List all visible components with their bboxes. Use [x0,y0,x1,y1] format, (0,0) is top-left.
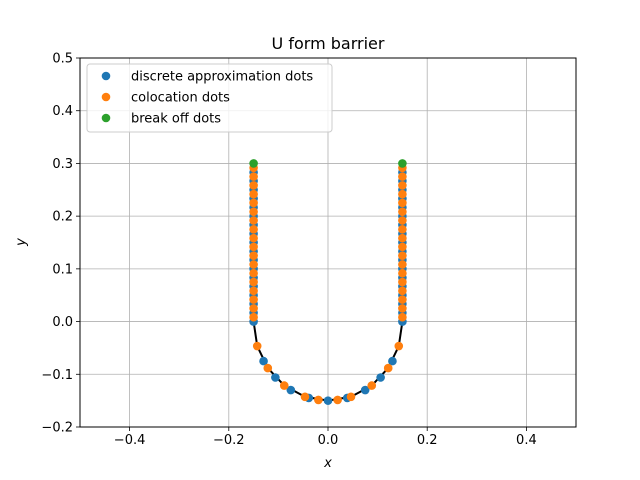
colocation-dot [398,198,407,208]
colocation-dot [249,198,258,208]
y-tick-label: 0.2 [52,210,73,225]
colocation-dot [249,189,258,199]
colocation-dot [398,233,407,243]
x-axis-label: x [323,456,332,471]
colocation-dot [249,233,258,243]
colocation-dot [252,341,262,351]
discrete-approximation-dot [286,385,296,395]
y-tick-label: 0.4 [52,104,73,119]
discrete-approximation-dot [323,396,333,405]
discrete-approximation-dot [376,373,385,382]
colocation-dot [346,392,356,402]
colocation-dot [249,242,258,252]
colocation-dot [333,395,342,405]
y-tick-label: −0.2 [41,421,73,436]
discrete-approximation-dot [360,385,370,395]
colocation-dot [398,277,407,287]
chart-title: U form barrier [272,34,385,53]
x-tick-label: 0.4 [516,433,537,448]
colocation-dot [383,363,393,373]
colocation-dot [249,268,258,278]
legend: discrete approximation dots colocation do… [86,63,333,133]
colocation-dot [249,207,258,217]
x-tick-label: −0.4 [114,433,146,448]
colocation-dot [249,172,258,181]
legend-item-colocation-dots: colocation dots [101,91,230,106]
y-axis-label: y [14,238,29,247]
colocation-dot [249,260,258,269]
legend-item-discrete-approximation-dots: discrete approximation dots [101,70,313,85]
colocation-dot [398,304,407,313]
x-tick-label: 0.0 [318,433,339,448]
colocation-dot [398,312,407,322]
colocation-dot [279,381,289,390]
colocation-dot [249,251,258,260]
x-tick-label: 0.2 [417,433,438,448]
colocation-dot [398,286,407,296]
legend-marker [101,113,111,123]
y-tick-label: 0.1 [52,262,73,277]
break-off-dot [398,159,407,168]
legend-item-break-off-dots: break off dots [101,112,221,127]
colocation-dot [249,286,258,296]
colocation-dot [398,295,407,304]
break-off-dot [249,159,258,168]
legend-label: colocation dots [131,91,230,106]
y-tick-label: 0.5 [52,52,73,67]
colocation-dot [249,312,258,322]
colocation-dot [249,225,258,234]
legend-marker [101,92,111,102]
y-tick-label: 0.3 [52,157,73,172]
colocation-dot [398,268,407,278]
x-tick-label: −0.2 [213,433,245,448]
colocation-dot [249,181,258,190]
colocation-dot [398,225,407,234]
colocation-dot [398,251,407,260]
colocation-dot [398,189,407,199]
discrete-approximation-dot [271,373,280,382]
colocation-dot [398,260,407,269]
colocation-dot [249,277,258,287]
legend-box [86,63,333,133]
colocation-dot [300,392,310,402]
colocation-dot [314,395,323,405]
colocation-dot [398,207,407,217]
colocation-dot [398,216,407,225]
colocation-dot [398,172,407,181]
colocation-dot [263,363,273,373]
legend-label: break off dots [131,112,221,127]
y-tick-label: −0.1 [41,368,73,383]
colocation-dot [398,242,407,252]
discrete-approximation-dot [388,356,397,366]
colocation-dot [249,304,258,313]
x-axis-ticks: −0.4 −0.2 0.0 0.2 0.4 [114,427,537,448]
legend-marker [101,71,111,81]
colocation-dot [398,181,407,190]
colocation-dot [367,381,377,390]
colocation-dot [394,341,404,351]
discrete-approximation-dot [259,356,268,366]
y-axis-ticks: −0.2 −0.1 0.0 0.1 0.2 0.3 0.4 0.5 [41,52,80,436]
data-points-layer [249,159,407,405]
colocation-dot [249,216,258,225]
y-tick-label: 0.0 [52,315,73,330]
legend-label: discrete approximation dots [131,70,313,85]
colocation-dot [249,295,258,304]
